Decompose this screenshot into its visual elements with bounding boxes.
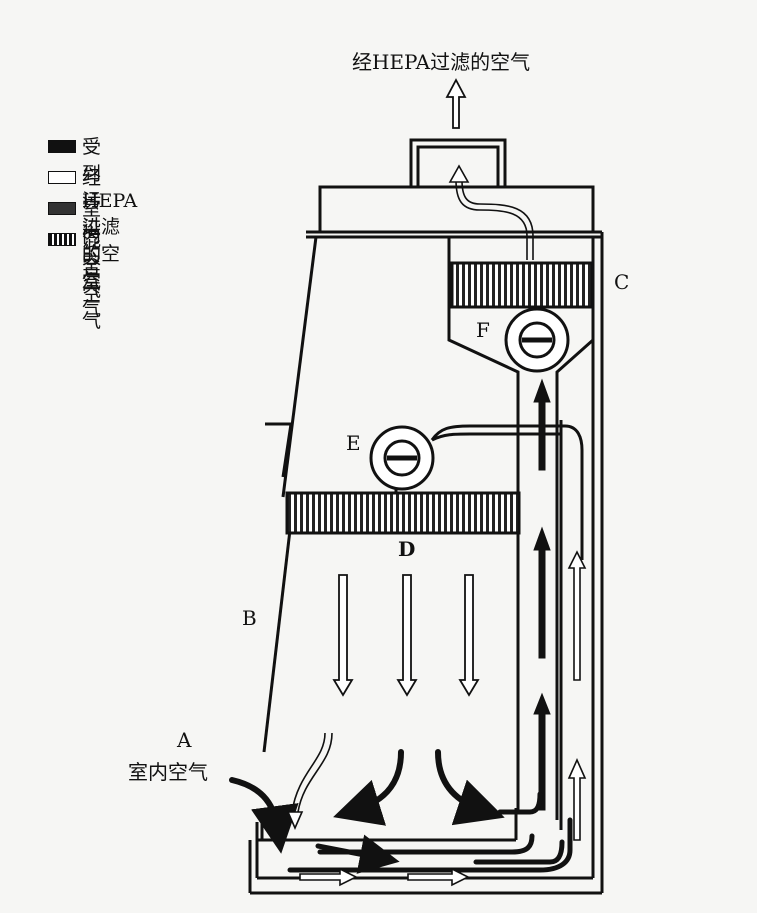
legend-label: 室内空气 — [82, 198, 102, 301]
bottom-return-flows — [287, 791, 573, 874]
legend-swatch-dark — [48, 202, 76, 215]
label-c: C — [614, 270, 630, 294]
supply-hepa-filter — [285, 491, 521, 535]
label-a: A — [177, 728, 192, 752]
top-plenum — [306, 185, 602, 239]
room-air-inflow-arrow — [229, 777, 299, 854]
label-d: D — [398, 537, 416, 561]
exhaust-arrow — [445, 78, 467, 129]
label-e: E — [346, 431, 361, 455]
diagram-title: 经HEPA过滤的空气 — [352, 50, 531, 74]
bottom-white-arrows — [299, 867, 470, 887]
legend-swatch-striped — [48, 233, 76, 246]
fan-e-duct — [430, 424, 584, 560]
fan-e — [369, 425, 435, 494]
internal-duct — [447, 237, 594, 830]
surface-split-arrows — [333, 749, 505, 826]
label-b: B — [242, 606, 257, 630]
legend-label: 经HEPA过滤的空气 — [82, 167, 138, 292]
downflow-arrows — [332, 574, 480, 697]
label-room-air: 室内空气 — [128, 760, 208, 784]
exhaust-tube — [448, 164, 534, 260]
legend-swatch-solid — [48, 140, 76, 153]
legend-label: 混合空气 — [82, 229, 102, 332]
exhaust-hepa-filter — [450, 261, 594, 309]
exhaust-collar — [409, 138, 507, 187]
upflow-white-arrows — [567, 550, 587, 841]
upflow-black-arrows — [533, 378, 551, 811]
work-area-bottom-edge — [257, 822, 310, 842]
filtered-air-down-tube — [286, 732, 333, 830]
legend-swatch-white — [48, 171, 76, 184]
label-f: F — [476, 318, 490, 342]
legend-label: 受到污染的空气 — [82, 136, 102, 320]
fan-f — [504, 307, 570, 373]
